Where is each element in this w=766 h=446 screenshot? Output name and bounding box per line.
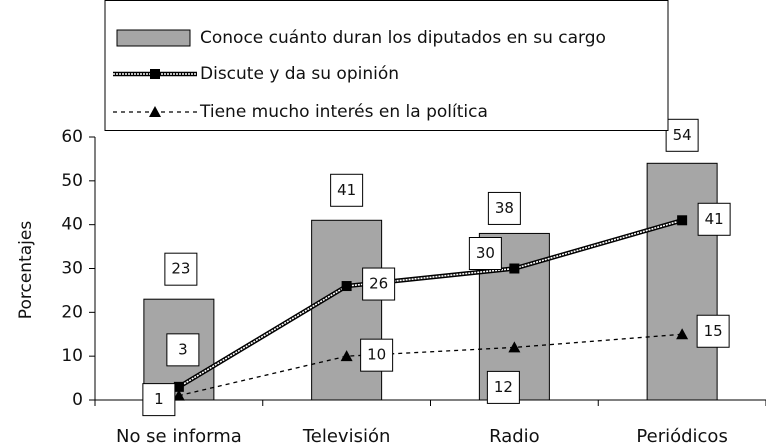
y-tick-label: 40 [61,215,83,235]
data-label: 15 [704,322,723,340]
legend-label: Discute y da su opinión [200,64,399,84]
data-label: 41 [337,181,356,199]
data-label: 38 [495,199,514,217]
legend-swatch [116,29,191,47]
legend-box [104,0,669,131]
x-tick-label: Periódicos [636,426,727,446]
y-tick-label: 50 [61,171,83,191]
marker [340,350,353,362]
data-label-box [665,118,699,152]
data-label-box [697,202,731,236]
legend-marker [149,106,161,117]
x-tick-label: Televisión [302,426,391,446]
x-tick-label: Radio [489,426,540,446]
y-tick-label: 30 [61,259,83,279]
marker [509,263,520,274]
marker [173,381,184,392]
legend-label: Conoce cuánto duran los diputados en su … [200,28,606,48]
marker [676,328,689,340]
data-label-box [360,338,394,372]
data-label-box [696,314,730,348]
data-label: 12 [494,378,513,396]
marker [172,389,185,401]
data-label-box [330,173,364,207]
y-tick-label: 20 [61,302,83,322]
bar [646,162,718,401]
y-tick-label: 60 [61,127,83,147]
marker [508,341,521,353]
data-label-box [166,333,200,367]
data-label: 41 [705,210,724,228]
data-label-box [142,383,176,417]
data-label-box [487,191,521,225]
line [178,219,683,388]
data-label-box [164,252,198,286]
data-label: 3 [178,340,188,358]
data-label-box [468,237,502,270]
line-outline [177,218,683,389]
marker [677,215,688,226]
x-tick-label: No se informa [116,426,242,446]
data-label-box [362,267,396,301]
y-tick-label: 10 [61,346,83,366]
data-label: 10 [367,346,386,364]
line [178,333,683,397]
marker [341,281,352,292]
data-label: 26 [369,275,388,293]
y-axis-label: Porcentajes [16,221,36,320]
bar [311,219,383,401]
legend-label: Tiene mucho interés en la política [199,102,488,122]
data-label-box [486,370,520,404]
y-tick-label: 0 [72,390,83,410]
data-label: 23 [171,260,190,278]
legend-marker [150,69,160,79]
data-label: 1 [154,390,164,408]
data-label: 30 [476,244,495,262]
data-label: 54 [673,126,692,144]
